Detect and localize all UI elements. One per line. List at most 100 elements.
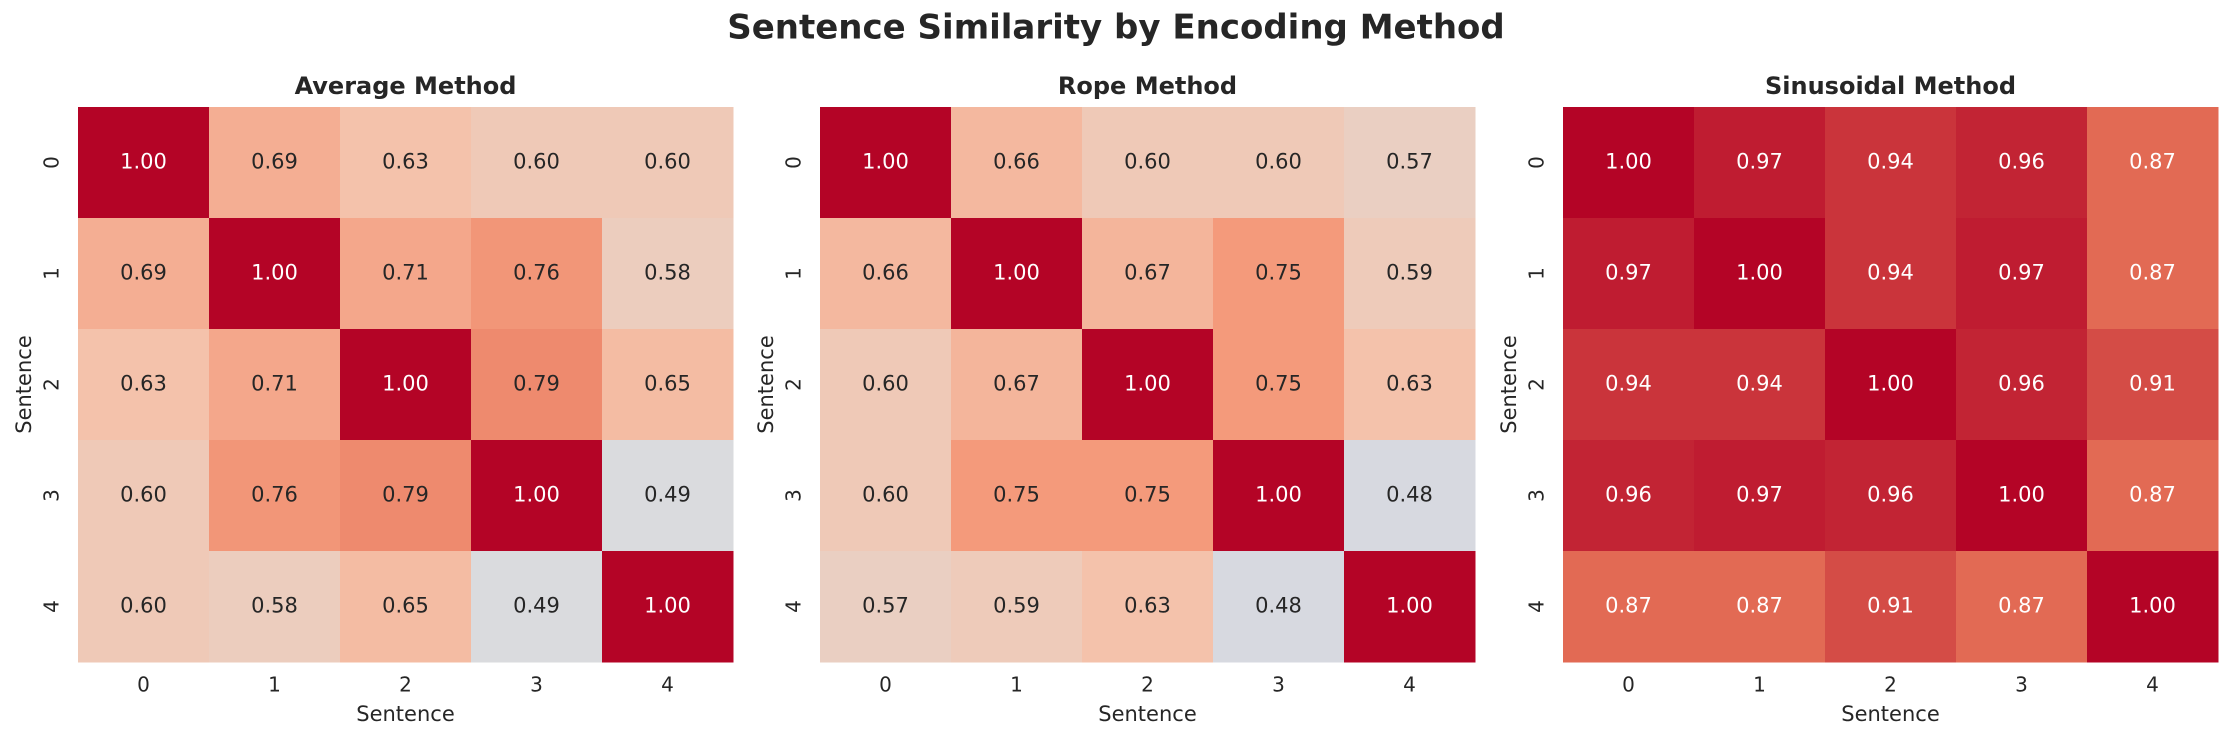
heatmap-cell: [1956, 218, 2088, 330]
x-tick-label: 0: [137, 673, 150, 697]
heatmap-cell: [1344, 329, 1476, 441]
heatmap-cell: [951, 551, 1083, 663]
heatmap-cell: [1956, 440, 2088, 552]
heatmap-cell: [471, 107, 603, 219]
cell-label: 0.63: [120, 372, 167, 396]
heatmap-cell: [951, 107, 1083, 219]
cell-label: 1.00: [382, 372, 429, 396]
heatmap-cell: [1082, 329, 1214, 441]
heatmap-cell: [602, 107, 734, 219]
heatmap-cell: [2087, 329, 2219, 441]
cell-label: 0.66: [862, 261, 909, 285]
cell-label: 0.87: [1605, 594, 1652, 618]
cell-label: 0.60: [862, 372, 909, 396]
cell-label: 0.87: [2129, 150, 2176, 174]
heatmap-cell: [78, 218, 210, 330]
heatmap-cell: [471, 551, 603, 663]
cell-label: 1.00: [1736, 261, 1783, 285]
cell-label: 0.59: [1386, 261, 1433, 285]
heatmap-cell: [820, 107, 952, 219]
heatmap-cell: [2087, 107, 2219, 219]
figure-title: Sentence Similarity by Encoding Method: [727, 8, 1505, 48]
cell-label: 0.48: [1386, 483, 1433, 507]
cell-label: 0.58: [251, 594, 298, 618]
cell-label: 1.00: [1386, 594, 1433, 618]
cell-label: 1.00: [644, 594, 691, 618]
heatmap-cell: [2087, 440, 2219, 552]
heatmap-cell: [1956, 329, 2088, 441]
cell-label: 0.71: [251, 372, 298, 396]
heatmap-cell: [1082, 107, 1214, 219]
cell-label: 0.91: [1867, 594, 1914, 618]
cell-label: 0.60: [862, 483, 909, 507]
heatmap-cell: [340, 329, 472, 441]
heatmap-cell: [1694, 440, 1826, 552]
heatmap-cell: [602, 218, 734, 330]
cell-label: 0.59: [993, 594, 1040, 618]
cell-label: 0.67: [993, 372, 1040, 396]
y-tick-label: 2: [782, 378, 806, 391]
subplot-title: Rope Method: [1058, 72, 1237, 100]
x-tick-label: 4: [661, 673, 674, 697]
heatmap-cell: [1344, 218, 1476, 330]
heatmap-cell: [820, 440, 952, 552]
cell-label: 0.96: [1605, 483, 1652, 507]
cell-label: 0.49: [644, 483, 691, 507]
heatmap-cell: [1563, 107, 1695, 219]
subplot-title: Average Method: [295, 72, 517, 100]
cell-label: 0.96: [1998, 372, 2045, 396]
heatmap-cell: [209, 551, 341, 663]
cell-label: 0.60: [644, 150, 691, 174]
heatmap-cell: [602, 551, 734, 663]
heatmap-cell: [1213, 551, 1345, 663]
x-axis-label: Sentence: [1098, 702, 1197, 726]
heatmap-cell: [1956, 551, 2088, 663]
cell-label: 0.60: [1124, 150, 1171, 174]
cell-label: 1.00: [513, 483, 560, 507]
heatmap-cell: [1825, 107, 1957, 219]
y-tick-label: 1: [40, 267, 64, 280]
heatmap-cell: [1213, 440, 1345, 552]
heatmap-cell: [1213, 107, 1345, 219]
cell-label: 1.00: [1998, 483, 2045, 507]
heatmap-cell: [340, 107, 472, 219]
heatmap-cell: [1694, 551, 1826, 663]
cell-label: 0.49: [513, 594, 560, 618]
heatmap-cell: [1825, 440, 1957, 552]
heatmap-cell: [820, 218, 952, 330]
heatmap-cell: [78, 329, 210, 441]
x-tick-label: 1: [1753, 673, 1766, 697]
heatmap-cell: [951, 218, 1083, 330]
cell-label: 0.91: [2129, 372, 2176, 396]
heatmap-cell: [2087, 218, 2219, 330]
cell-label: 1.00: [2129, 594, 2176, 618]
x-tick-label: 1: [268, 673, 281, 697]
y-tick-label: 3: [40, 489, 64, 502]
heatmap-cell: [1825, 329, 1957, 441]
heatmap-cell: [951, 329, 1083, 441]
x-tick-label: 2: [399, 673, 412, 697]
heatmap-cell: [1825, 551, 1957, 663]
cell-label: 0.57: [1386, 150, 1433, 174]
cell-label: 0.75: [1255, 261, 1302, 285]
cell-label: 0.65: [644, 372, 691, 396]
cell-label: 0.87: [1736, 594, 1783, 618]
cell-label: 1.00: [1255, 483, 1302, 507]
heatmap-cell: [1694, 329, 1826, 441]
cell-label: 0.75: [1124, 483, 1171, 507]
cell-label: 0.57: [862, 594, 909, 618]
heatmap-cell: [1082, 440, 1214, 552]
x-tick-label: 1: [1010, 673, 1023, 697]
cell-label: 0.87: [1998, 594, 2045, 618]
cell-label: 1.00: [251, 261, 298, 285]
cell-label: 0.75: [1255, 372, 1302, 396]
cell-label: 0.60: [513, 150, 560, 174]
heatmap-cell: [1344, 551, 1476, 663]
cell-label: 0.94: [1867, 150, 1914, 174]
y-tick-label: 2: [1525, 378, 1549, 391]
x-tick-label: 0: [879, 673, 892, 697]
cell-label: 0.58: [644, 261, 691, 285]
heatmap-cell: [2087, 551, 2219, 663]
y-tick-label: 0: [40, 156, 64, 169]
y-axis-label: Sentence: [12, 335, 36, 434]
